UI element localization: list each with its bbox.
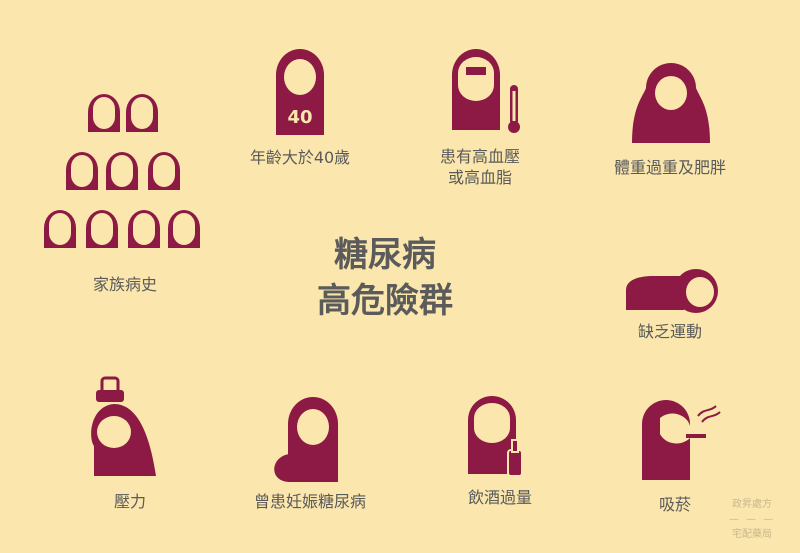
inactivity-label: 缺乏運動 xyxy=(637,322,702,341)
lying-figure-icon xyxy=(626,269,718,313)
credit-separator: — — — xyxy=(728,514,776,525)
age-figure-icon xyxy=(276,49,324,135)
page-title: 糖尿病 高危險群 xyxy=(290,232,480,324)
hypertension-label-line-2: 或高血脂 xyxy=(447,168,512,187)
brand-watermark: 政昇處方 — — — 宅配藥局 xyxy=(722,497,782,542)
stress-label: 壓力 xyxy=(113,492,146,511)
credit-line-2: 宅配藥局 xyxy=(732,529,772,540)
alcohol-figure-icon xyxy=(468,396,523,477)
pregnant-figure-icon xyxy=(274,397,338,482)
age-label: 年齡大於40歲 xyxy=(249,148,351,167)
thermometer-figure-icon xyxy=(452,49,520,133)
title-line-2: 高危險群 xyxy=(317,281,453,321)
alcohol-label: 飲酒過量 xyxy=(467,488,532,507)
overweight-label: 體重過重及肥胖 xyxy=(613,158,726,177)
age-badge: 40 xyxy=(287,107,313,128)
overweight-figure-icon xyxy=(632,63,710,143)
smoking-label: 吸菸 xyxy=(658,495,691,514)
family-history-label: 家族病史 xyxy=(92,275,157,294)
family-history-icon xyxy=(44,94,200,248)
stress-figure-icon xyxy=(91,376,156,476)
hypertension-label-line-1: 患有高血壓 xyxy=(439,147,520,166)
smoking-figure-icon xyxy=(642,400,721,480)
gestational-label: 曾患妊娠糖尿病 xyxy=(253,492,366,511)
title-line-1: 糖尿病 xyxy=(334,235,436,275)
credit-line-1: 政昇處方 xyxy=(732,499,772,510)
